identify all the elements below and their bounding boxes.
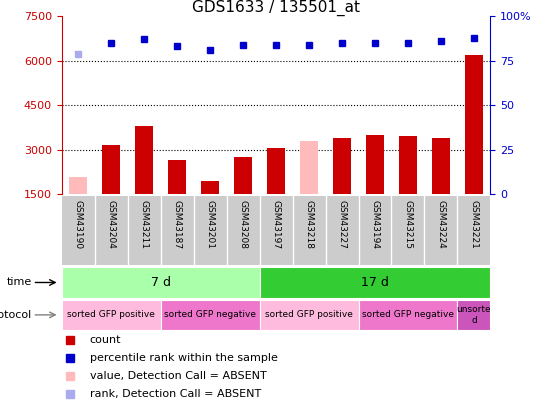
Text: percentile rank within the sample: percentile rank within the sample bbox=[90, 353, 278, 363]
Text: GSM43211: GSM43211 bbox=[139, 200, 148, 249]
Text: GSM43221: GSM43221 bbox=[470, 200, 479, 249]
Text: GSM43190: GSM43190 bbox=[73, 200, 83, 249]
Bar bbox=[135, 126, 153, 194]
Bar bbox=[259, 300, 359, 330]
Text: GSM43204: GSM43204 bbox=[107, 200, 116, 249]
Text: rank, Detection Call = ABSENT: rank, Detection Call = ABSENT bbox=[90, 389, 260, 399]
Text: unsorte
d: unsorte d bbox=[457, 305, 492, 324]
Bar bbox=[259, 267, 490, 298]
Text: sorted GFP negative: sorted GFP negative bbox=[362, 310, 454, 320]
Text: GSM43215: GSM43215 bbox=[404, 200, 413, 249]
Bar bbox=[432, 138, 450, 194]
Text: 17 d: 17 d bbox=[361, 276, 389, 289]
Bar bbox=[267, 148, 285, 194]
Bar bbox=[161, 300, 259, 330]
Bar bbox=[333, 138, 351, 194]
Bar bbox=[399, 136, 417, 194]
Bar bbox=[300, 141, 318, 194]
Text: GSM43218: GSM43218 bbox=[304, 200, 314, 249]
Text: time: time bbox=[6, 277, 32, 288]
Text: sorted GFP positive: sorted GFP positive bbox=[67, 310, 155, 320]
Text: GSM43227: GSM43227 bbox=[338, 200, 346, 249]
Bar bbox=[168, 160, 186, 194]
Bar bbox=[69, 177, 87, 194]
Bar bbox=[201, 181, 219, 194]
Text: GSM43201: GSM43201 bbox=[206, 200, 214, 249]
Bar bbox=[465, 55, 483, 194]
Bar bbox=[359, 300, 457, 330]
Text: GSM43197: GSM43197 bbox=[272, 200, 280, 249]
Text: 7 d: 7 d bbox=[151, 276, 170, 289]
Bar bbox=[457, 300, 490, 330]
Text: count: count bbox=[90, 335, 121, 345]
Title: GDS1633 / 135501_at: GDS1633 / 135501_at bbox=[192, 0, 360, 16]
Text: GSM43194: GSM43194 bbox=[370, 200, 379, 249]
Text: GSM43187: GSM43187 bbox=[173, 200, 182, 249]
Text: sorted GFP negative: sorted GFP negative bbox=[164, 310, 256, 320]
Text: value, Detection Call = ABSENT: value, Detection Call = ABSENT bbox=[90, 371, 266, 381]
Text: GSM43224: GSM43224 bbox=[436, 200, 445, 249]
Bar bbox=[102, 145, 120, 194]
Text: protocol: protocol bbox=[0, 310, 32, 320]
Bar bbox=[62, 300, 161, 330]
Text: GSM43208: GSM43208 bbox=[239, 200, 248, 249]
Bar bbox=[366, 135, 384, 194]
Bar bbox=[62, 267, 259, 298]
Bar bbox=[234, 157, 252, 194]
Text: sorted GFP positive: sorted GFP positive bbox=[265, 310, 353, 320]
